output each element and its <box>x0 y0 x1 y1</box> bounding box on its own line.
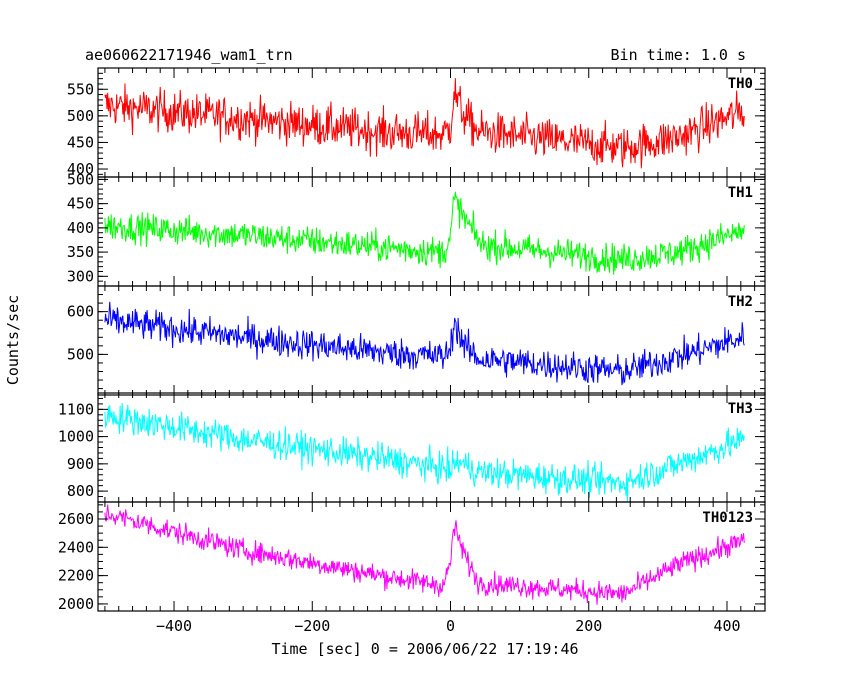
y-tick-label: 450 <box>67 195 94 213</box>
series-line-th0 <box>104 78 745 169</box>
panel-th0123: 2000 2200 2400 2600 TH0123 <box>58 501 766 613</box>
x-axis-title: Time [sec] 0 = 2006/06/22 17:19:46 <box>271 640 578 658</box>
panel-label-th2: TH2 <box>728 294 753 310</box>
series-line-th2 <box>104 301 745 386</box>
x-tick-label: 0 <box>446 617 455 635</box>
panel-label-th3: TH3 <box>728 401 753 417</box>
panel-frame <box>97 501 766 612</box>
panel-frame <box>97 285 766 396</box>
x-tick-label: 200 <box>575 617 602 635</box>
y-tick-label: 400 <box>67 160 94 178</box>
y-tick-label: 500 <box>67 345 94 363</box>
panel-label-th1: TH1 <box>728 185 753 201</box>
series-line-th3 <box>104 402 745 502</box>
y-tick-label: 900 <box>67 455 94 473</box>
y-tick-label: 1100 <box>58 400 94 418</box>
panel-th1: 300 350 400 450 500 TH1 <box>67 170 766 287</box>
plot-title: ae060622171946_wam1_trn <box>85 46 293 64</box>
y-tick-label: 550 <box>67 80 94 98</box>
y-tick-label: 500 <box>67 170 94 188</box>
x-tick-label: −200 <box>294 617 330 635</box>
y-tick-label: 800 <box>67 482 94 500</box>
y-tick-label: 2200 <box>58 567 94 585</box>
y-tick-label: 1000 <box>58 428 94 446</box>
x-tick-label: 400 <box>713 617 740 635</box>
panel-th2: 500 600 TH2 <box>67 285 766 396</box>
panel-label-th0: TH0 <box>728 76 753 92</box>
y-tick-label: 600 <box>67 303 94 321</box>
panels-group: 400 450 500 550 TH0 300 350 400 450 500 TH1 500 600 T… <box>58 67 766 635</box>
y-axis-title: Counts/sec <box>4 295 22 385</box>
y-tick-label: 2000 <box>58 595 94 613</box>
panel-frame <box>97 67 766 178</box>
y-tick-label: 500 <box>67 107 94 125</box>
series-line-th0123 <box>104 504 745 605</box>
y-tick-label: 350 <box>67 243 94 261</box>
y-tick-label: 300 <box>67 267 94 285</box>
bin-time-label: Bin time: 1.0 s <box>611 46 746 64</box>
series-line-th1 <box>104 191 745 275</box>
y-tick-label: 450 <box>67 133 94 151</box>
panel-label-th0123: TH0123 <box>702 510 753 526</box>
y-tick-label: 2600 <box>58 510 94 528</box>
panel-th0: 400 450 500 550 TH0 <box>67 67 766 178</box>
panel-frame <box>97 392 766 503</box>
panel-th3: 800 900 1000 1100 TH3 <box>58 392 766 503</box>
y-tick-label: 2400 <box>58 538 94 556</box>
y-tick-label: 400 <box>67 219 94 237</box>
x-tick-label: −400 <box>156 617 192 635</box>
